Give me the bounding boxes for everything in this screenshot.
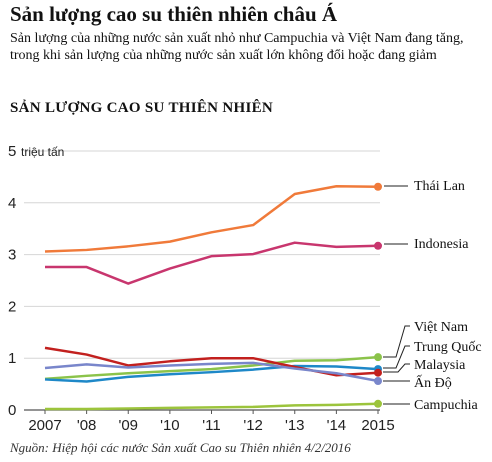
- legend-leader-line: [383, 363, 410, 373]
- series-end-marker: [374, 376, 382, 385]
- legend-leader-line: [383, 325, 410, 358]
- x-tick-label: '08: [77, 417, 97, 434]
- series-end-marker: [374, 368, 382, 377]
- legend-label: Thái Lan: [414, 179, 465, 194]
- y-tick-label: 1: [8, 350, 16, 367]
- x-tick-label: '14: [327, 417, 347, 434]
- series-end-marker: [374, 182, 382, 191]
- legend-label: Malaysia: [414, 358, 466, 373]
- legend-label: Indonesia: [414, 237, 469, 252]
- x-tick-label: '09: [118, 417, 138, 434]
- series-end-marker: [374, 353, 382, 362]
- y-axis-label: triệu tấn: [21, 145, 64, 159]
- series-line: [44, 361, 379, 383]
- page-subtitle: Sản lượng của những nước sản xuất nhỏ nh…: [10, 31, 464, 63]
- x-tick-label: 2015: [361, 417, 394, 434]
- series-line: [44, 355, 379, 381]
- y-tick-label: 4: [8, 195, 16, 212]
- chart-section-title: SẢN LƯỢNG CAO SU THIÊN NHIÊN: [10, 100, 274, 116]
- x-tick-label: '13: [285, 417, 305, 434]
- series-line: [44, 364, 379, 383]
- series-line: [45, 402, 379, 411]
- y-tick-label: 0: [8, 402, 16, 419]
- x-tick-label: 2007: [28, 417, 61, 434]
- series-line: [45, 241, 379, 285]
- x-tick-label: '10: [160, 417, 180, 434]
- legend-label: Việt Nam: [414, 320, 468, 335]
- series-end-marker: [374, 399, 382, 408]
- legend-label: Campuchia: [414, 398, 479, 413]
- series-line: [44, 184, 379, 253]
- legend-label: Trung Quốc: [414, 340, 482, 355]
- legend-label: Ấn Độ: [414, 374, 452, 391]
- y-tick-label: 2: [8, 298, 16, 315]
- legend-leader-line: [383, 345, 410, 369]
- x-tick-label: '11: [202, 417, 220, 434]
- page-title: Sản lượng cao su thiên nhiên châu Á: [10, 2, 338, 26]
- y-tick-label: 5: [8, 143, 16, 160]
- source-note: Nguồn: Hiệp hội các nước Sản xuất Cao su…: [10, 440, 351, 455]
- y-tick-label: 3: [8, 247, 16, 264]
- x-tick-label: '12: [243, 417, 263, 434]
- series-end-marker: [374, 241, 382, 250]
